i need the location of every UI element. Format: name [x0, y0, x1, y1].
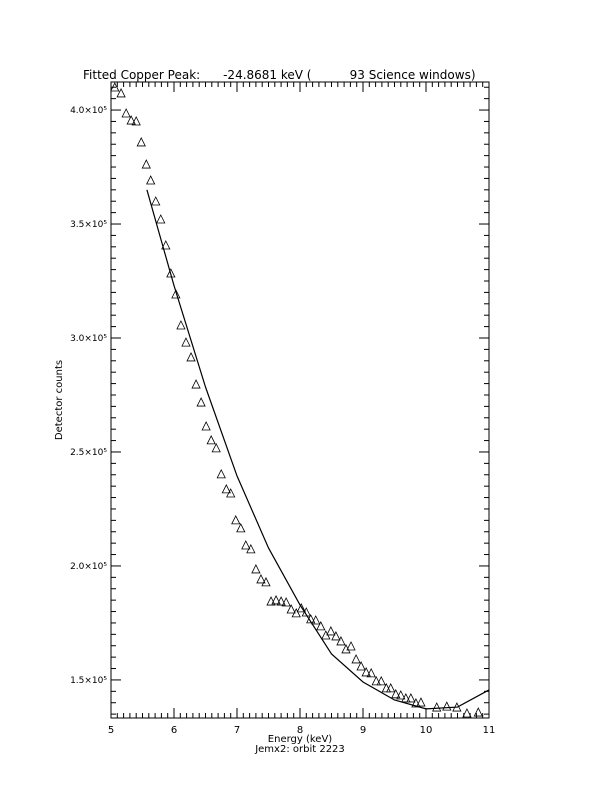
x-tick-label: 5 [108, 725, 114, 736]
data-point [391, 688, 401, 699]
data-point [326, 626, 336, 636]
fit-curve [146, 189, 490, 710]
y-tick-label: 2.0×10⁵ [70, 562, 107, 572]
data-point [396, 690, 406, 700]
data-point [156, 214, 166, 224]
data-point [136, 137, 146, 147]
data-point [151, 196, 161, 206]
data-point [411, 698, 421, 708]
x-tick-label: 8 [297, 725, 303, 736]
data-point [386, 683, 396, 693]
data-point [416, 697, 426, 707]
data-point [286, 604, 296, 614]
data-point [196, 397, 206, 407]
data-point [116, 88, 126, 98]
y-tick-label: 3.5×10⁵ [70, 220, 107, 230]
data-point [462, 708, 472, 718]
data-point [442, 701, 452, 711]
data-point [171, 289, 181, 299]
data-point [166, 268, 176, 278]
data-point [176, 320, 186, 330]
data-point [473, 707, 483, 717]
data-point [211, 442, 221, 453]
data-point [246, 543, 256, 554]
x-tick-label: 6 [171, 725, 177, 736]
data-point [161, 240, 171, 250]
y-axis-label: Detector counts [54, 360, 65, 440]
subtitle: Jemx2: orbit 2223 [254, 744, 345, 755]
data-point [432, 702, 442, 712]
data-point [361, 667, 371, 677]
x-tick-label: 9 [360, 725, 366, 736]
data-point [266, 596, 276, 606]
data-point [181, 337, 191, 347]
data-point [311, 615, 321, 625]
data-point [121, 108, 131, 118]
data-point [146, 175, 156, 185]
data-point [186, 352, 196, 362]
y-tick-label: 2.5×10⁵ [70, 448, 107, 458]
data-point [271, 595, 281, 605]
data-point [221, 484, 231, 494]
data-point [251, 564, 261, 574]
data-point [356, 661, 366, 671]
y-tick-label: 1.5×10⁵ [70, 676, 107, 686]
x-tick-label: 7 [234, 725, 240, 736]
data-point [296, 603, 306, 613]
data-point [376, 675, 386, 686]
data-point [206, 434, 216, 445]
data-point [241, 540, 251, 550]
data-point [256, 574, 266, 584]
x-tick-label: 11 [483, 725, 496, 736]
chart-title: Fitted Copper Peak: -24.8681 keV ( 93 Sc… [83, 68, 476, 82]
data-point [191, 379, 201, 389]
data-point [351, 654, 361, 664]
data-point [216, 468, 226, 479]
data-point [316, 621, 326, 631]
data-point [226, 488, 236, 498]
data-point [401, 693, 411, 703]
data-point [331, 631, 341, 641]
data-point [236, 522, 246, 533]
data-point [131, 116, 141, 126]
data-point [366, 667, 376, 678]
y-tick-label: 4.0×10⁵ [70, 106, 107, 116]
x-tick-label: 10 [420, 725, 433, 736]
data-point [346, 641, 356, 651]
data-point [406, 693, 416, 703]
data-point [291, 608, 301, 618]
data-point [261, 577, 271, 587]
data-point [371, 675, 381, 686]
data-point [126, 115, 136, 125]
x-axis-label: Energy (keV) [268, 734, 333, 745]
data-point [276, 596, 286, 606]
data-point [201, 421, 211, 431]
data-point [231, 515, 241, 525]
y-tick-label: 3.0×10⁵ [70, 334, 107, 344]
data-point [141, 159, 151, 169]
data-point [336, 636, 346, 646]
data-point [281, 597, 291, 607]
data-point [110, 82, 120, 92]
